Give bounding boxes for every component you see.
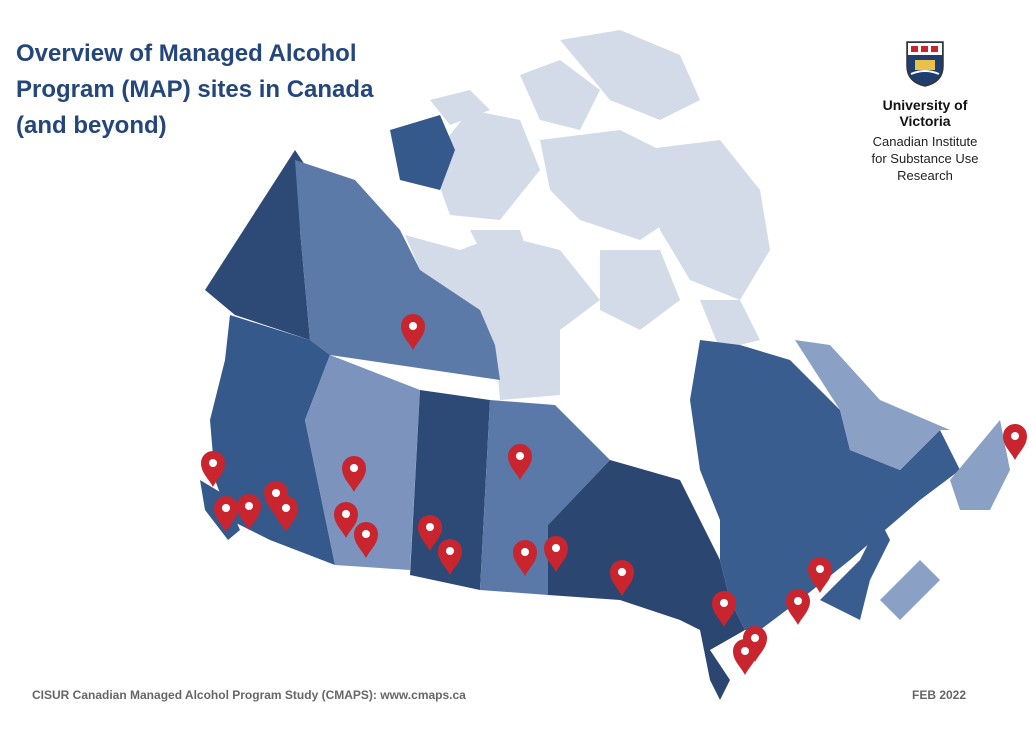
pin-dot (446, 547, 454, 555)
pin-dot (552, 544, 560, 552)
pin-dot (342, 510, 350, 518)
pin (733, 639, 757, 675)
footer-date: FEB 2022 (912, 688, 967, 702)
pin-dot (209, 459, 217, 467)
pin-dot (1011, 432, 1019, 440)
pin-dot (426, 523, 434, 531)
pin-dot (272, 489, 280, 497)
pin-dot (222, 504, 230, 512)
title: Overview of Managed Alcohol Program (MAP… (16, 40, 374, 139)
footer-source: CISUR Canadian Managed Alcohol Program S… (32, 688, 466, 702)
quebec (690, 340, 960, 630)
institute-name: Canadian Institute for Substance Use Res… (871, 134, 979, 183)
pin (354, 522, 378, 558)
pin (401, 314, 425, 350)
baffin-inlet (390, 115, 455, 190)
pin (418, 515, 442, 551)
pin-dot (741, 647, 749, 655)
pin-dot (362, 530, 370, 538)
crest (906, 41, 944, 87)
university-name: University of Victoria (882, 97, 968, 129)
pin (513, 540, 537, 576)
pin-dot (516, 452, 524, 460)
pin (544, 536, 568, 572)
pin (1003, 424, 1027, 460)
pin (743, 626, 767, 662)
ontario (548, 460, 745, 700)
new-brunswick (820, 520, 890, 620)
pin (438, 539, 462, 575)
pin (214, 496, 238, 532)
pin (610, 560, 634, 596)
pin-dot (282, 504, 290, 512)
pin (786, 589, 810, 625)
pin-dot (245, 502, 253, 510)
pin-dot (350, 464, 358, 472)
yukon (205, 150, 310, 340)
pin (334, 502, 358, 538)
site-pins (201, 314, 1027, 675)
pin-dot (751, 634, 759, 642)
pin (274, 496, 298, 532)
northwest-territories (295, 160, 500, 380)
pin (264, 481, 288, 517)
pin (508, 444, 532, 480)
labrador (795, 340, 950, 470)
pin (712, 591, 736, 627)
pin-dot (816, 565, 824, 573)
nova-scotia (880, 560, 940, 620)
newfoundland (950, 420, 1010, 510)
pin (201, 451, 225, 487)
pin-dot (618, 568, 626, 576)
pin-dot (409, 322, 417, 330)
pin-dot (521, 548, 529, 556)
arctic-islands (405, 30, 770, 400)
pin-dot (720, 599, 728, 607)
pin (237, 494, 261, 530)
pin (808, 557, 832, 593)
pin-dot (794, 597, 802, 605)
logo: University of Victoria Canadian Institut… (860, 40, 990, 184)
pin (342, 456, 366, 492)
